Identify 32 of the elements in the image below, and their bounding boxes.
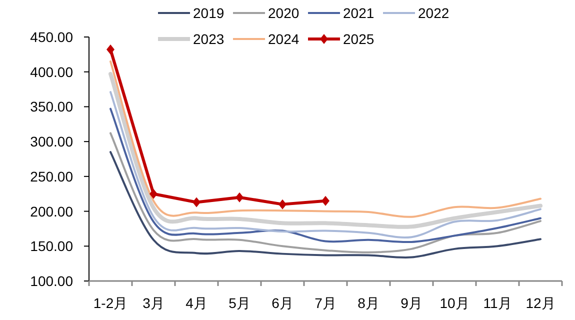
point xyxy=(106,44,114,55)
point xyxy=(192,197,200,208)
legend-label: 2021 xyxy=(343,5,374,21)
legend-label: 2023 xyxy=(193,31,224,47)
x-tick-label: 10月 xyxy=(440,295,470,311)
x-tick-label: 8月 xyxy=(358,295,380,311)
y-tick-label: 150.00 xyxy=(30,238,74,254)
x-tick-label: 5月 xyxy=(228,295,250,311)
legend-label: 2020 xyxy=(268,5,300,21)
x-tick-label: 4月 xyxy=(186,295,208,311)
y-tick-label: 350.00 xyxy=(30,98,74,115)
y-tick-label: 450.00 xyxy=(30,29,74,45)
x-tick-label: 6月 xyxy=(272,295,294,311)
x-tick-label: 9月 xyxy=(400,295,422,311)
y-tick-label: 250.00 xyxy=(30,168,74,184)
y-tick-label: 100.00 xyxy=(30,273,74,289)
y-tick-label: 300.00 xyxy=(30,134,74,150)
legend-label: 2024 xyxy=(268,31,300,47)
x-tick-label: 1-2月 xyxy=(93,295,128,311)
legend-label: 2022 xyxy=(418,5,450,21)
legend-label: 2019 xyxy=(193,5,224,21)
point xyxy=(322,196,330,206)
x-tick-label: 11月 xyxy=(483,295,512,311)
x-tick-label: 7月 xyxy=(314,295,336,311)
x-tick-label: 12月 xyxy=(526,295,556,311)
point xyxy=(236,192,244,202)
point xyxy=(278,199,286,210)
point xyxy=(150,188,158,199)
y-tick-label: 200.00 xyxy=(30,203,74,220)
y-tick-label: 400.00 xyxy=(30,64,74,80)
legend-label: 2025 xyxy=(343,31,374,47)
x-tick-label: 3月 xyxy=(142,295,164,311)
